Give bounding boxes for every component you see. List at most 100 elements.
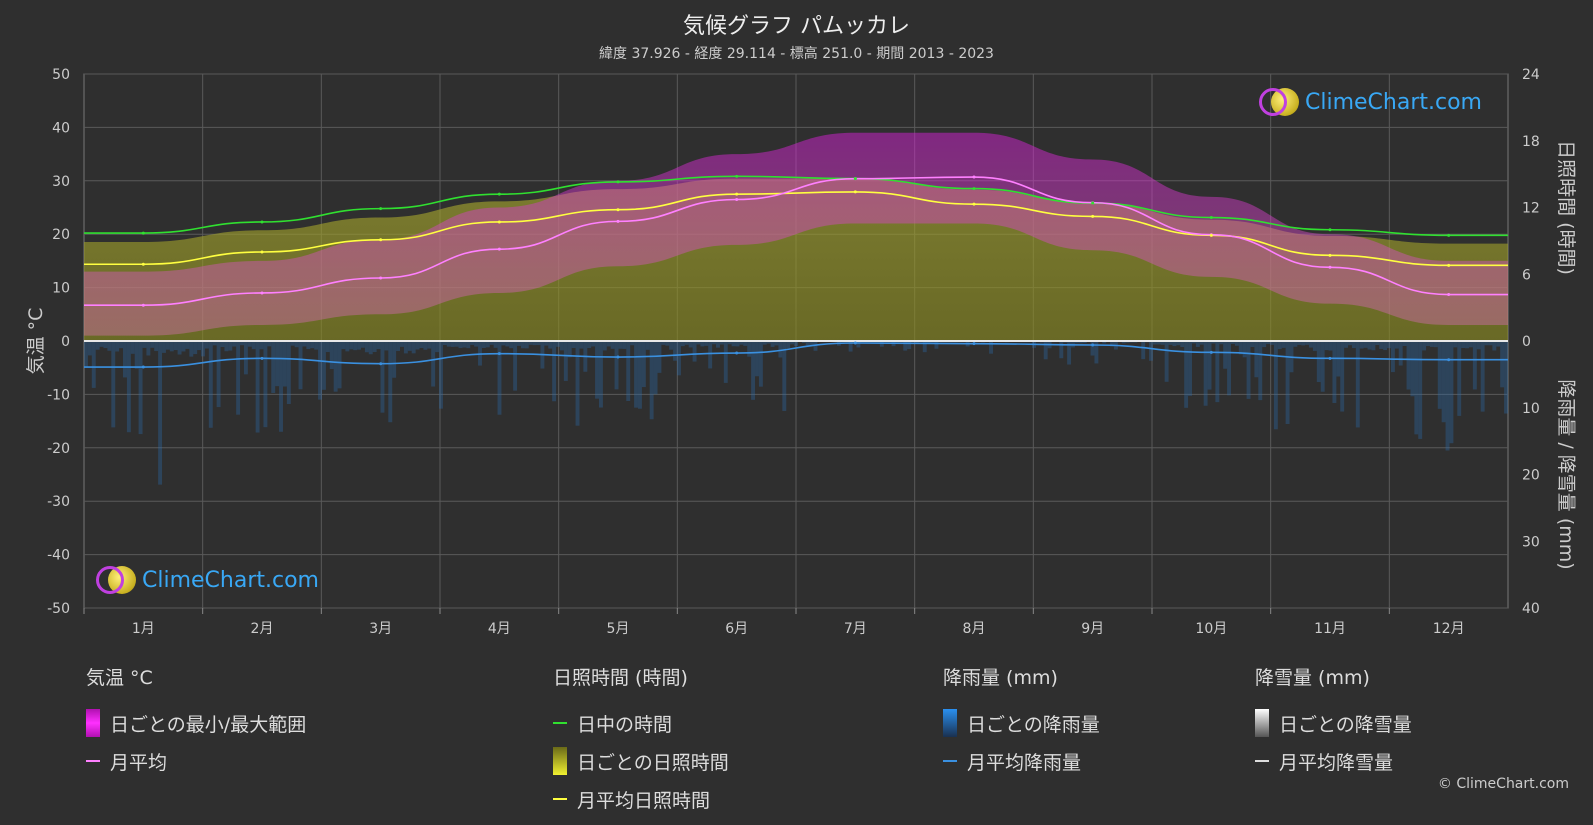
rain-bar — [1441, 341, 1446, 423]
rain-avg-point — [616, 355, 620, 359]
logo-top[interactable]: ClimeChart.com — [1259, 88, 1482, 116]
rain-bar — [505, 341, 510, 347]
rain-bar — [450, 341, 455, 347]
legend-rain: 降雨量 (mm) 日ごとの降雨量 月平均降雨量 — [943, 663, 1100, 780]
legend-label: 月平均日照時間 — [577, 789, 711, 812]
rain-bar — [357, 341, 361, 350]
rain-bar — [181, 341, 186, 352]
rain-bar — [259, 341, 264, 350]
rain-bar — [411, 341, 416, 354]
legend-item: 日ごとの最小/最大範囲 — [86, 704, 306, 742]
rain-bar — [1266, 341, 1271, 345]
line-swatch-icon — [553, 722, 567, 724]
rain-bar — [700, 341, 705, 347]
rain-bar — [275, 341, 280, 387]
rain-bar — [360, 341, 365, 348]
rain-bar — [400, 341, 404, 347]
rain-bar — [228, 341, 233, 351]
daylight-point — [1447, 233, 1451, 237]
line-swatch-icon — [1255, 760, 1269, 762]
rain-bar — [1152, 341, 1157, 345]
rain-bar — [790, 341, 795, 345]
daylight-point — [379, 207, 383, 211]
legend-label: 月平均降雨量 — [967, 751, 1082, 774]
rain-bar — [1359, 341, 1364, 349]
month-label: 5月 — [607, 621, 630, 637]
rain-bar — [212, 341, 217, 346]
rain-bar — [142, 341, 147, 348]
left-tick-label: 30 — [52, 174, 70, 190]
rain-bar — [696, 341, 701, 345]
legend-item: 月平均降雪量 — [1255, 742, 1412, 780]
rain-bar — [189, 341, 194, 357]
rain-bar — [1188, 341, 1192, 396]
rain-bar — [1457, 341, 1462, 416]
rain-bar — [1402, 341, 1407, 346]
rain-bar — [1156, 341, 1161, 345]
rain-bar — [653, 341, 658, 395]
rain-bar — [1090, 341, 1095, 356]
rain-bar — [91, 341, 96, 388]
legend-item: 月平均 — [86, 742, 306, 780]
logo-text: ClimeChart.com — [142, 567, 319, 593]
rain-bar — [423, 341, 428, 350]
rain-bar — [134, 341, 139, 369]
rain-bar — [805, 341, 810, 346]
rain-bar — [657, 341, 662, 373]
rain-bar — [634, 341, 638, 408]
rain-bar — [1394, 341, 1399, 349]
left-axis-title: 気温 °C — [25, 308, 47, 375]
sunshine-avg-line — [84, 191, 1508, 267]
rain-bar — [130, 341, 135, 354]
rain-bar — [240, 341, 244, 346]
rain-bar — [1328, 341, 1333, 351]
month-label: 9月 — [1081, 621, 1104, 637]
rain-bar — [1293, 341, 1298, 347]
logo-bottom[interactable]: ClimeChart.com — [96, 566, 319, 594]
rain-bar — [727, 341, 732, 345]
rain-bar — [1426, 341, 1430, 347]
sunshine-avg-point — [497, 220, 501, 224]
sunshine-avg-point — [260, 250, 264, 254]
rain-bar — [1492, 341, 1497, 351]
rain-bar — [1500, 341, 1505, 388]
rain-bar — [1184, 341, 1189, 408]
rain-bar — [513, 341, 518, 391]
rain-bar — [384, 341, 389, 351]
daylight-point — [735, 174, 739, 178]
rain-bar — [1363, 341, 1368, 348]
rain-bar — [606, 341, 611, 347]
rain-bar — [637, 341, 642, 409]
rain-avg-point — [1091, 343, 1095, 347]
rain-bar — [216, 341, 221, 408]
rain-bar — [1211, 341, 1216, 344]
rain-bar — [154, 341, 159, 352]
rain-bar — [684, 341, 689, 345]
rain-bar — [403, 341, 408, 354]
daylight-point — [972, 187, 976, 191]
rain-bar — [1324, 341, 1329, 351]
rain-bar — [372, 341, 377, 353]
legend-item: 日ごとの降雪量 — [1255, 704, 1412, 742]
rain-bar — [630, 341, 635, 346]
rain-bar — [1219, 341, 1224, 345]
rain-bar — [575, 341, 580, 426]
rain-bar — [618, 341, 623, 349]
rain-bar — [1195, 341, 1200, 347]
rain-bar — [267, 341, 272, 347]
rain-bar — [279, 341, 283, 432]
rain-avg-point — [1209, 350, 1213, 354]
logo-text: ClimeChart.com — [1305, 89, 1482, 115]
rain-avg-line — [84, 342, 1508, 368]
rain-bar — [1246, 341, 1251, 399]
rain-bar — [610, 341, 615, 349]
daylight-point — [141, 231, 145, 235]
rain-bar — [150, 341, 155, 348]
rain-bar — [1379, 341, 1384, 349]
rain-bar — [1484, 341, 1489, 346]
rain-avg-point — [260, 356, 264, 360]
rain-bar — [556, 341, 560, 347]
rain-bar — [1250, 341, 1255, 347]
rain-bar — [1383, 341, 1388, 351]
rain-bar — [220, 341, 225, 347]
